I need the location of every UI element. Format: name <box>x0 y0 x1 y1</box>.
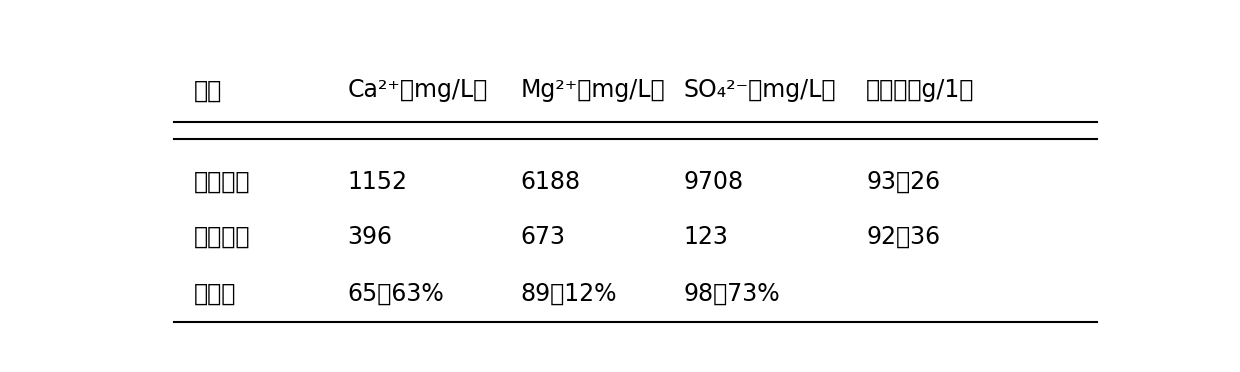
Text: Ca²⁺（mg/L）: Ca²⁺（mg/L） <box>347 78 487 102</box>
Text: 65．63%: 65．63% <box>347 282 444 306</box>
Text: 9708: 9708 <box>683 170 744 194</box>
Text: 氯化钠（g/1）: 氯化钠（g/1） <box>866 78 975 102</box>
Text: 98．73%: 98．73% <box>683 282 780 306</box>
Text: SO₄²⁻（mg/L）: SO₄²⁻（mg/L） <box>683 78 836 102</box>
Text: Mg²⁺（mg/L）: Mg²⁺（mg/L） <box>521 78 665 102</box>
Text: 地下卤水: 地下卤水 <box>193 170 250 194</box>
Text: 89．12%: 89．12% <box>521 282 616 306</box>
Text: 92．36: 92．36 <box>866 225 940 248</box>
Text: 93．26: 93．26 <box>866 170 940 194</box>
Text: 673: 673 <box>521 225 565 248</box>
Text: 截留率: 截留率 <box>193 282 236 306</box>
Text: 6188: 6188 <box>521 170 580 194</box>
Text: 精制卤水: 精制卤水 <box>193 225 250 248</box>
Text: 1152: 1152 <box>347 170 407 194</box>
Text: 123: 123 <box>683 225 728 248</box>
Text: 项目: 项目 <box>193 78 222 102</box>
Text: 396: 396 <box>347 225 392 248</box>
